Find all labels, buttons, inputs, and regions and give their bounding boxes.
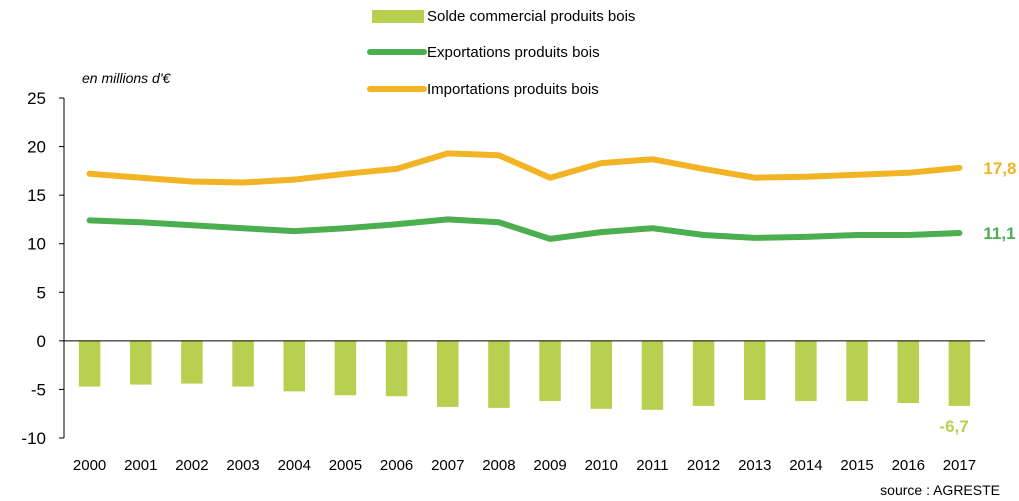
line-exportations (86, 216, 963, 242)
line-series (86, 150, 963, 242)
x-tick-label: 2004 (278, 457, 311, 474)
x-tick-label: 2013 (738, 457, 771, 474)
y-tick-label: 0 (37, 332, 46, 351)
legend-swatch-bar (372, 10, 424, 23)
x-tick-label: 2008 (482, 457, 515, 474)
legend-label: Solde commercial produits bois (427, 8, 635, 25)
end-label: 17,8 (983, 159, 1016, 178)
bar-2001 (130, 340, 152, 385)
bar-2005 (334, 340, 357, 396)
x-tick-label: 2014 (789, 457, 822, 474)
bar-2008 (488, 340, 510, 408)
x-tick-label: 2002 (175, 457, 208, 474)
bar-2004 (283, 340, 305, 392)
bar-2007 (437, 340, 459, 407)
legend: Solde commercial produits bois Exportatio… (367, 8, 635, 98)
y-tick-label: -5 (31, 380, 46, 399)
bar-2000 (78, 340, 101, 387)
x-tick-label: 2001 (124, 457, 157, 474)
source-note: source : AGRESTE (880, 482, 1000, 498)
x-axis: 2000 2001 2002 2003 2004 2005 2006 2007 2008 2009… (64, 340, 985, 474)
x-tick-label: 2011 (636, 457, 668, 474)
x-tick-label: 2005 (329, 457, 362, 474)
bar-2017 (948, 340, 971, 406)
y-tick-label: 25 (27, 89, 46, 108)
y-tick-label: 5 (37, 283, 46, 302)
bar-2010 (590, 340, 612, 409)
bar-2014 (795, 340, 817, 402)
x-tick-label: 2010 (585, 457, 618, 474)
bar-2013 (744, 340, 766, 401)
x-tick-label: 2015 (840, 457, 873, 474)
bar-2003 (232, 340, 254, 387)
x-tick-label: 2009 (533, 457, 566, 474)
bar-2015 (846, 340, 868, 402)
x-tick-label: 2003 (226, 457, 259, 474)
x-tick-label: 2000 (73, 457, 106, 474)
bar-series (78, 340, 971, 410)
y-tick-label: 10 (27, 235, 46, 254)
end-label: -6,7 (939, 417, 968, 436)
x-tick-label: 2017 (943, 457, 976, 474)
y-tick-label: -10 (21, 429, 46, 448)
x-tick-label: 2016 (892, 457, 925, 474)
bar-2012 (692, 340, 715, 406)
y-tick-label: 20 (27, 138, 46, 157)
end-label: 11,1 (983, 224, 1015, 243)
bar-2009 (539, 340, 561, 402)
x-tick-label: 2012 (687, 457, 720, 474)
x-tick-label: 2006 (380, 457, 413, 474)
legend-label: Exportations produits bois (427, 44, 600, 61)
line-importations (86, 150, 963, 186)
end-labels: -6,7 11,1 17,8 (939, 159, 1016, 436)
x-tick-label: 2007 (431, 457, 464, 474)
legend-label: Importations produits bois (427, 81, 599, 98)
y-axis: 25 20 15 10 5 0 -5 -10 (21, 89, 65, 448)
bar-2016 (897, 340, 919, 404)
y-tick-label: 15 (27, 186, 46, 205)
bar-2006 (385, 340, 408, 397)
unit-label: en millions d'€ (82, 70, 171, 86)
bar-2002 (181, 340, 203, 384)
bar-2011 (641, 340, 664, 410)
